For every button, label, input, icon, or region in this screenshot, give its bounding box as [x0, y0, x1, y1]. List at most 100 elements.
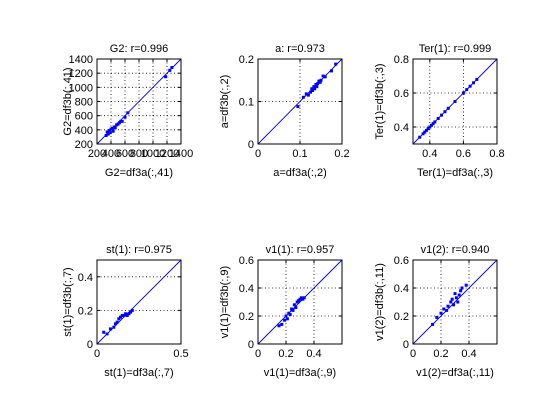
- y-axis-label: Ter(1)=df3b(:,3): [374, 63, 386, 139]
- x-tick-label: 0.4: [422, 148, 437, 160]
- data-point: [442, 307, 446, 311]
- x-tick-label: 600: [116, 148, 134, 160]
- data-point: [460, 286, 464, 290]
- subplot-5: 0 0.2 0.4 0 0.2 0.4 0.6 v1(1): r=0.957 v1(1)=df3…: [219, 244, 343, 379]
- data-point: [428, 125, 432, 129]
- x-tick-label: 200: [88, 148, 106, 160]
- x-tick-label: 800: [130, 148, 148, 160]
- y-tick-label: 0: [403, 339, 409, 351]
- data-point: [319, 78, 323, 82]
- data-point: [423, 130, 427, 134]
- data-point: [108, 131, 112, 135]
- data-point: [294, 306, 298, 310]
- data-point: [465, 88, 469, 92]
- data-point: [283, 318, 287, 322]
- data-point: [125, 313, 129, 317]
- data-point: [446, 106, 450, 110]
- data-point: [453, 292, 457, 296]
- data-point: [439, 311, 443, 315]
- data-point: [330, 69, 333, 73]
- data-point: [316, 82, 320, 86]
- subplot-title: Ter(1): r=0.999: [419, 43, 491, 55]
- data-point: [334, 62, 338, 66]
- subplot-title: G2: r=0.996: [110, 43, 168, 55]
- subplot-4: 0 0.5 0 0.2 0.4 st(1): r=0.975 st(1)=df3a(:,7)…: [62, 244, 189, 379]
- x-tick-label: 0.4: [461, 348, 476, 360]
- x-axis-label: st(1)=df3a(:,7): [104, 367, 173, 379]
- subplot-1: 2004006008001000120014002004006008001000…: [62, 43, 193, 179]
- data-point: [464, 283, 468, 287]
- x-tick-label: 0: [255, 348, 261, 360]
- data-point: [119, 315, 123, 319]
- data-point: [440, 113, 444, 117]
- x-tick-label: 0.5: [173, 348, 188, 360]
- y-tick-label: 0.4: [239, 283, 254, 295]
- data-point: [468, 84, 472, 88]
- data-point: [301, 95, 305, 99]
- data-point: [120, 119, 124, 123]
- subplot-6: 0 0.2 0.4 0 0.2 0.4 0.6 v1(2): r=0.940 v1(2)=df3…: [374, 244, 498, 379]
- subplot-title: st(1): r=0.975: [106, 244, 172, 256]
- data-point: [304, 92, 308, 96]
- y-tick-label: 800: [75, 97, 93, 109]
- y-tick-label: 0.6: [239, 255, 254, 267]
- x-tick-label: 0: [410, 348, 416, 360]
- data-point: [280, 322, 284, 326]
- x-tick-label: 0: [255, 148, 261, 160]
- data-point: [111, 129, 115, 133]
- y-tick-label: 0.1: [239, 97, 254, 109]
- data-point: [443, 110, 447, 114]
- data-point: [170, 66, 174, 69]
- data-point: [318, 80, 322, 84]
- data-point: [312, 85, 316, 89]
- y-tick-label: 0.8: [394, 54, 409, 66]
- data-point: [426, 127, 430, 131]
- data-point: [296, 105, 300, 109]
- reference-line: [412, 259, 498, 345]
- data-point: [123, 115, 127, 119]
- y-axis-label: v1(2)=df3b(:,11): [374, 263, 386, 341]
- y-tick-label: 1200: [69, 68, 93, 80]
- data-point: [126, 111, 130, 115]
- data-point: [105, 130, 109, 134]
- x-tick-label: 0.1: [292, 148, 307, 160]
- data-point: [115, 320, 119, 324]
- x-tick-label: 0.2: [334, 148, 349, 160]
- data-point: [117, 317, 121, 321]
- x-tick-label: 0.2: [433, 348, 448, 360]
- data-point: [452, 303, 456, 307]
- data-point: [315, 85, 319, 89]
- data-point: [130, 308, 134, 312]
- data-point: [471, 81, 475, 85]
- y-tick-label: 0.2: [239, 311, 254, 323]
- y-tick-label: 400: [75, 125, 93, 137]
- subplot-title: a: r=0.973: [275, 43, 325, 55]
- data-point: [113, 322, 117, 326]
- y-axis-label: st(1)=df3b(:,7): [62, 267, 74, 336]
- data-point: [454, 296, 458, 300]
- data-point: [453, 100, 457, 103]
- y-tick-label: 0.2: [394, 311, 409, 323]
- y-tick-label: 0.4: [78, 272, 93, 284]
- y-tick-label: 0: [248, 139, 254, 151]
- y-tick-label: 0: [87, 339, 93, 351]
- subplot-2: 0 0.1 0.2 0 0.1 0.2 a: r=0.973 a=df3a(:,2) a=df3…: [219, 43, 350, 179]
- data-point: [456, 300, 460, 304]
- y-tick-label: 0: [248, 339, 254, 351]
- data-point: [323, 75, 327, 79]
- data-point: [433, 120, 437, 124]
- data-point: [110, 126, 114, 130]
- x-axis-label: v1(1)=df3a(:,9): [264, 367, 336, 379]
- data-point: [104, 134, 108, 137]
- y-tick-label: 200: [75, 139, 93, 151]
- data-point: [431, 122, 435, 126]
- data-point: [288, 313, 292, 317]
- data-point: [105, 332, 109, 336]
- data-point: [108, 327, 112, 331]
- y-axis-label: G2=df3b(:,41): [62, 67, 74, 135]
- data-point: [321, 74, 325, 78]
- y-tick-label: 1400: [69, 54, 93, 66]
- y-axis-label: v1(1)=df3b(:,9): [219, 266, 231, 338]
- data-point: [421, 132, 425, 136]
